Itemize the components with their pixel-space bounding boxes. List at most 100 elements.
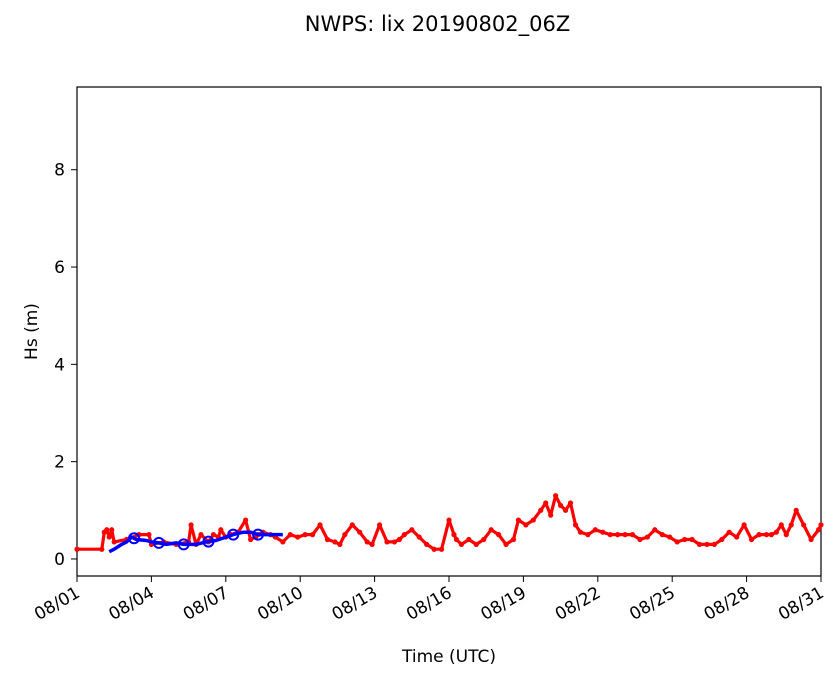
model-data-point xyxy=(815,527,822,533)
model-data-point xyxy=(349,522,355,528)
model-data-point xyxy=(734,534,740,540)
model-data-point xyxy=(523,522,529,528)
model-data-point xyxy=(572,522,579,528)
model-data-point xyxy=(682,536,688,543)
x-tick-label: 08/22 xyxy=(552,583,604,625)
model-data-point xyxy=(302,532,308,538)
model-data-point xyxy=(104,527,110,533)
model-data-point xyxy=(357,529,363,535)
model-data-point xyxy=(577,529,584,535)
model-data-point xyxy=(106,534,112,540)
model-data-point xyxy=(369,541,375,547)
model-data-point xyxy=(280,539,286,545)
observed-data-point xyxy=(152,536,165,549)
model-data-point xyxy=(295,534,301,540)
model-data-point xyxy=(396,536,402,543)
y-tick-label: 6 xyxy=(54,258,65,278)
model-data-point xyxy=(481,536,487,543)
model-data-point xyxy=(788,522,794,528)
model-data-point xyxy=(674,539,680,545)
model-data-point xyxy=(558,502,564,509)
model-data-point xyxy=(453,536,460,543)
x-tick-label: 08/04 xyxy=(105,583,157,625)
y-tick-label: 0 xyxy=(54,550,65,570)
observed-data-point xyxy=(252,528,265,541)
observed-data-point xyxy=(202,535,215,548)
model-data-point xyxy=(562,507,569,513)
model-data-point xyxy=(109,527,115,533)
model-data-point xyxy=(778,522,784,528)
model-data-point xyxy=(644,534,651,540)
model-data-point xyxy=(310,532,316,538)
model-data-point xyxy=(510,536,517,543)
model-data-point xyxy=(748,536,755,543)
model-data-point xyxy=(384,539,390,545)
model-data-point xyxy=(317,522,323,528)
y-tick-label: 2 xyxy=(54,453,65,473)
model-data-point xyxy=(756,532,762,538)
model-data-point xyxy=(801,522,807,528)
model-data-point xyxy=(473,541,479,547)
model-data-point xyxy=(391,539,398,545)
model-data-point xyxy=(808,536,814,543)
model-data-point xyxy=(741,522,747,528)
observed-series xyxy=(108,528,283,554)
model-data-point xyxy=(773,529,779,535)
model-data-point xyxy=(592,527,598,533)
model-data-point xyxy=(783,532,789,538)
model-data-point xyxy=(337,541,343,547)
model-data-point xyxy=(763,532,770,538)
ticks-layer: 08/01 08/04 08/07 08/10 08/13 08/16 08/19 08/22… xyxy=(31,161,827,625)
model-data-point xyxy=(696,541,703,547)
model-data-point xyxy=(652,527,658,533)
y-tick-label: 8 xyxy=(54,161,65,181)
chart-title: NWPS: lix 20190802_06Z xyxy=(304,12,571,36)
x-tick-label: 08/31 xyxy=(775,583,827,625)
model-data-point xyxy=(567,500,574,506)
series-layer xyxy=(74,493,824,554)
model-data-point xyxy=(719,536,725,543)
model-data-point xyxy=(726,529,732,535)
model-data-point xyxy=(364,539,370,545)
model-data-point xyxy=(409,527,415,533)
x-tick-label: 08/13 xyxy=(329,583,381,625)
model-data-point xyxy=(198,532,204,538)
model-data-point xyxy=(659,532,665,538)
x-tick-label: 08/07 xyxy=(180,583,232,625)
model-data-point xyxy=(622,532,628,538)
model-data-point xyxy=(607,532,613,538)
y-tick-label: 4 xyxy=(54,355,65,375)
x-tick-label: 08/10 xyxy=(254,583,306,625)
model-data-point xyxy=(530,517,536,523)
x-tick-label: 08/16 xyxy=(403,583,455,625)
model-data-point xyxy=(704,541,710,547)
model-data-point xyxy=(451,532,457,538)
y-axis-label: Hs (m) xyxy=(22,303,42,360)
x-axis-label: Time (UTC) xyxy=(401,647,496,667)
model-data-point xyxy=(218,527,224,533)
model-data-point xyxy=(818,522,824,528)
model-data-point xyxy=(615,532,621,538)
observed-data-point xyxy=(177,538,190,551)
x-tick-label: 08/19 xyxy=(477,583,529,625)
model-data-point xyxy=(188,522,194,528)
model-data-point xyxy=(342,532,348,538)
model-data-point xyxy=(74,546,80,552)
model-data-point xyxy=(689,536,695,543)
model-data-point xyxy=(458,541,464,547)
model-data-point xyxy=(496,532,502,538)
model-data-point xyxy=(543,500,549,506)
model-data-point xyxy=(488,527,494,533)
model-data-point xyxy=(793,507,799,513)
model-data-point xyxy=(210,532,216,538)
observed-data-point xyxy=(128,532,141,545)
model-data-point xyxy=(515,517,522,523)
model-data-point xyxy=(548,512,554,518)
model-data-point xyxy=(401,532,407,538)
model-data-point xyxy=(503,541,509,547)
plot-area-frame xyxy=(76,86,822,577)
model-data-point xyxy=(111,539,117,545)
model-data-point xyxy=(376,522,383,528)
model-data-point xyxy=(424,541,430,547)
